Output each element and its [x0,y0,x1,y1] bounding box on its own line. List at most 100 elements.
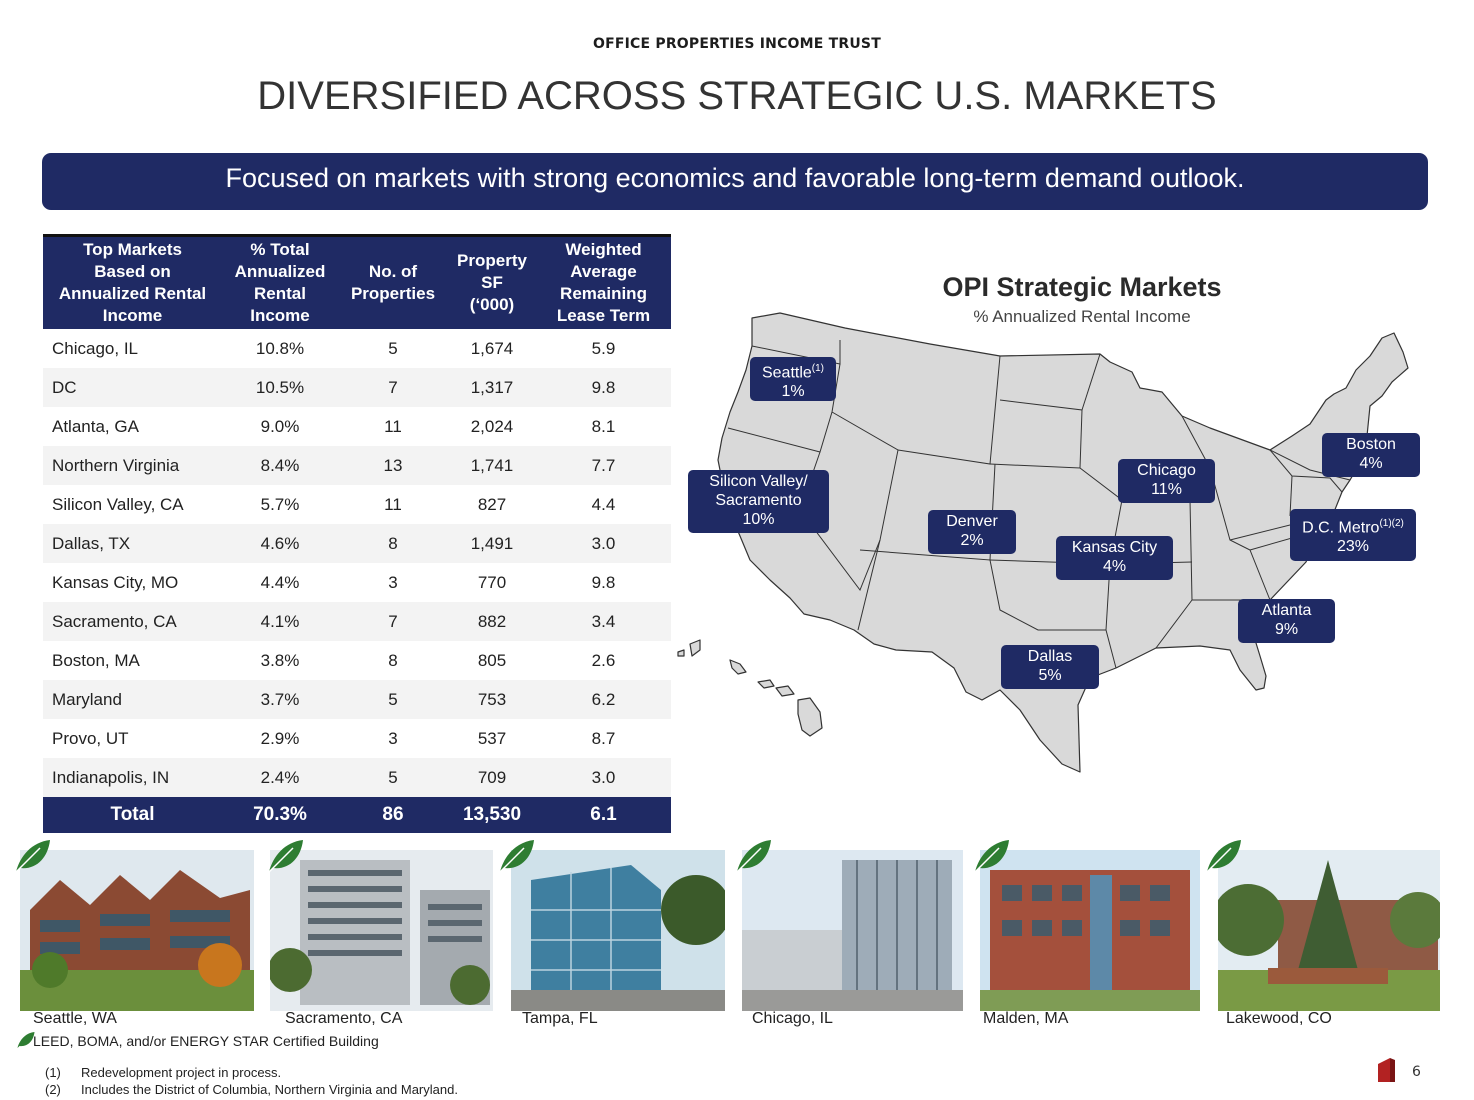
legend-leaf-icon [17,1032,35,1048]
leaf-icon [1206,840,1241,873]
cell-term: 3.4 [536,602,671,641]
header-market: Top Markets Based on Annualized Rental Inco… [43,234,222,329]
map-label-boston: Boston 4% [1322,433,1420,477]
photo-caption: Tampa, FL [522,1010,598,1027]
cell-pct: 4.1% [222,602,338,641]
property-photo-malden [980,850,1200,1011]
cell-market: Boston, MA [52,650,140,670]
photo-caption: Chicago, IL [752,1010,833,1027]
map-label-seattle: Seattle(1) 1% [750,357,836,401]
leaf-icon [268,840,303,873]
cell-properties: 8 [338,524,448,563]
total-sf: 13,530 [448,797,536,833]
cell-term: 9.8 [536,368,671,407]
photo-caption: Malden, MA [983,1010,1069,1027]
cell-sf: 1,674 [470,338,514,358]
cell-properties: 7 [338,368,448,407]
hawaii-icon [729,659,823,737]
footnote-1: (1) Redevelopment project in process. [45,1065,282,1080]
photo-caption: Lakewood, CO [1226,1010,1332,1027]
cell-sf: 1,317 [448,368,536,407]
cell-market: Provo, UT [52,728,129,748]
map-label-dc-metro: D.C. Metro(1)(2) 23% [1290,509,1416,561]
cell-properties: 13 [338,446,448,485]
table-row: DC 10.5% 7 1,317 9.8 [43,368,671,407]
cell-market: Chicago, IL [52,338,138,358]
cell-properties: 5 [338,758,448,797]
table-row: Chicago, IL 10.8% 5 1,674 5.9 [43,329,671,368]
cell-pct: 3.7% [222,680,338,719]
cell-properties: 3 [388,728,398,748]
table-row: Dallas, TX 4.6% 8 1,491 3.0 [43,524,671,563]
property-photo-lakewood [1218,850,1440,1011]
table-row: Silicon Valley, CA 5.7% 11 827 4.4 [43,485,671,524]
leaf-icon [974,840,1009,873]
property-photo-sacramento [270,850,493,1011]
map-label-atlanta: Atlanta 9% [1238,599,1335,643]
cell-market: Silicon Valley, CA [52,494,184,514]
cell-properties: 11 [384,416,402,436]
cell-pct: 2.4% [222,758,338,797]
cell-market: Sacramento, CA [43,602,222,641]
cell-pct: 2.9% [260,728,300,748]
cell-pct: 10.8% [255,338,305,358]
cell-sf: 882 [448,602,536,641]
table-row: Indianapolis, IN 2.4% 5 709 3.0 [43,758,671,797]
table-header-row: Top Markets Based on Annualized Rental Inco… [43,234,671,329]
property-photo-chicago [742,850,963,1011]
cell-term: 8.1 [591,416,616,436]
map-label-kansas-city: Kansas City 4% [1056,536,1173,580]
certification-legend: LEED, BOMA, and/or ENERGY STAR Certified… [33,1033,379,1049]
table-row: Kansas City, MO 4.4% 3 770 9.8 [43,563,671,602]
leaf-icon [499,840,534,873]
table-row: Provo, UT 2.9% 3 537 8.7 [43,719,671,758]
cell-market: Kansas City, MO [52,572,179,592]
total-pct: 70.3% [222,797,338,833]
cell-pct: 3.8% [260,650,300,670]
cell-sf: 709 [448,758,536,797]
company-name: OFFICE PROPERTIES INCOME TRUST [593,36,881,52]
photo-caption: Seattle, WA [33,1010,117,1027]
header-sf: Property SF (‘000) [448,234,536,329]
leaf-icon [736,840,771,873]
cell-term: 2.6 [591,650,616,670]
total-properties: 86 [338,797,448,833]
property-photo-seattle [20,850,254,1011]
map-label-chicago: Chicago 11% [1118,459,1215,503]
cell-term: 9.8 [591,572,616,592]
company-logo-icon [1378,1058,1395,1082]
cell-market: DC [43,368,222,407]
header-pct: % Total Annualized Rental Income [222,234,338,329]
cell-sf: 805 [477,650,507,670]
cell-properties: 7 [338,602,448,641]
photo-caption: Sacramento, CA [285,1010,403,1027]
cell-properties: 11 [384,494,402,514]
cell-properties: 5 [338,680,448,719]
state-borders [727,340,1351,669]
cell-pct: 8.4% [222,446,338,485]
cell-sf: 1,491 [448,524,536,563]
map-title: OPI Strategic Markets [942,272,1222,302]
cell-market: Maryland [43,680,222,719]
cell-term: 3.0 [536,758,671,797]
table-row: Boston, MA 3.8% 8 805 2.6 [43,641,671,680]
cell-properties: 5 [388,338,398,358]
map-label-denver: Denver 2% [928,510,1016,554]
tagline-banner: Focused on markets with strong economics… [42,153,1428,210]
cell-pct: 4.6% [222,524,338,563]
header-properties: No. of Properties [338,234,448,329]
cell-market: Northern Virginia [43,446,222,485]
footnote-2: (2) Includes the District of Columbia, No… [45,1082,458,1097]
cell-market: Dallas, TX [43,524,222,563]
cell-sf: 827 [477,494,507,514]
cell-properties: 3 [388,572,398,592]
property-photo-tampa [511,850,725,1011]
map-label-dallas: Dallas 5% [1001,645,1099,689]
cell-term: 5.9 [591,338,616,358]
alaska-islands-icon [677,639,701,657]
map-label-silicon-valley: Silicon Valley/Sacramento 10% [688,470,829,533]
cell-sf: 537 [477,728,507,748]
cell-pct: 10.5% [222,368,338,407]
table-row: Atlanta, GA 9.0% 11 2,024 8.1 [43,407,671,446]
map-subtitle: % Annualized Rental Income [973,307,1191,326]
